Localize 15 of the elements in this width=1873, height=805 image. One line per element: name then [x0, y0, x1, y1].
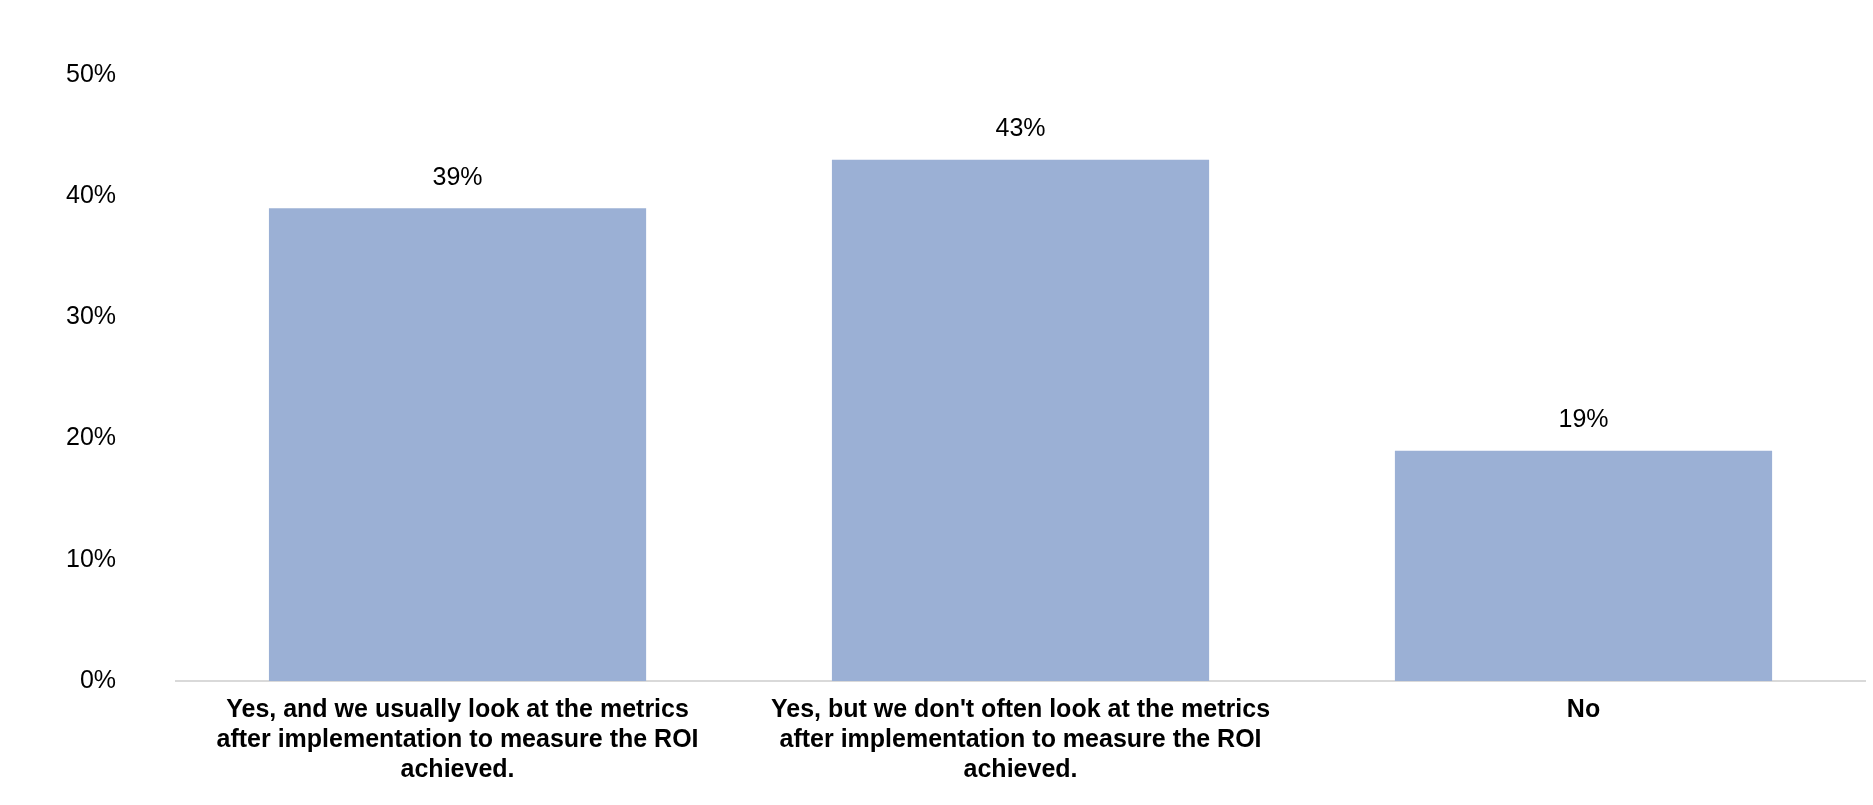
- x-tick-label: No: [1566, 693, 1601, 722]
- bar: [268, 208, 647, 681]
- y-tick-label: 0%: [79, 664, 117, 693]
- data-label: 19%: [1558, 404, 1609, 433]
- y-tick-label: 20%: [65, 422, 117, 451]
- y-tick-label: 10%: [65, 543, 117, 572]
- y-tick-label: 40%: [65, 180, 117, 209]
- x-tick-label: Yes, but we don't often look at the metrics after implementation to measure the ROI achieved.: [770, 693, 1271, 782]
- y-tick-label: 30%: [65, 301, 117, 330]
- bar: [831, 159, 1210, 681]
- x-tick-label: Yes, and we usually look at the metrics after implementation to measure the ROI achieved.: [216, 693, 699, 782]
- y-tick-label: 50%: [65, 58, 117, 87]
- data-label: 39%: [432, 161, 483, 190]
- bar: [1394, 450, 1773, 681]
- data-label: 43%: [995, 113, 1046, 142]
